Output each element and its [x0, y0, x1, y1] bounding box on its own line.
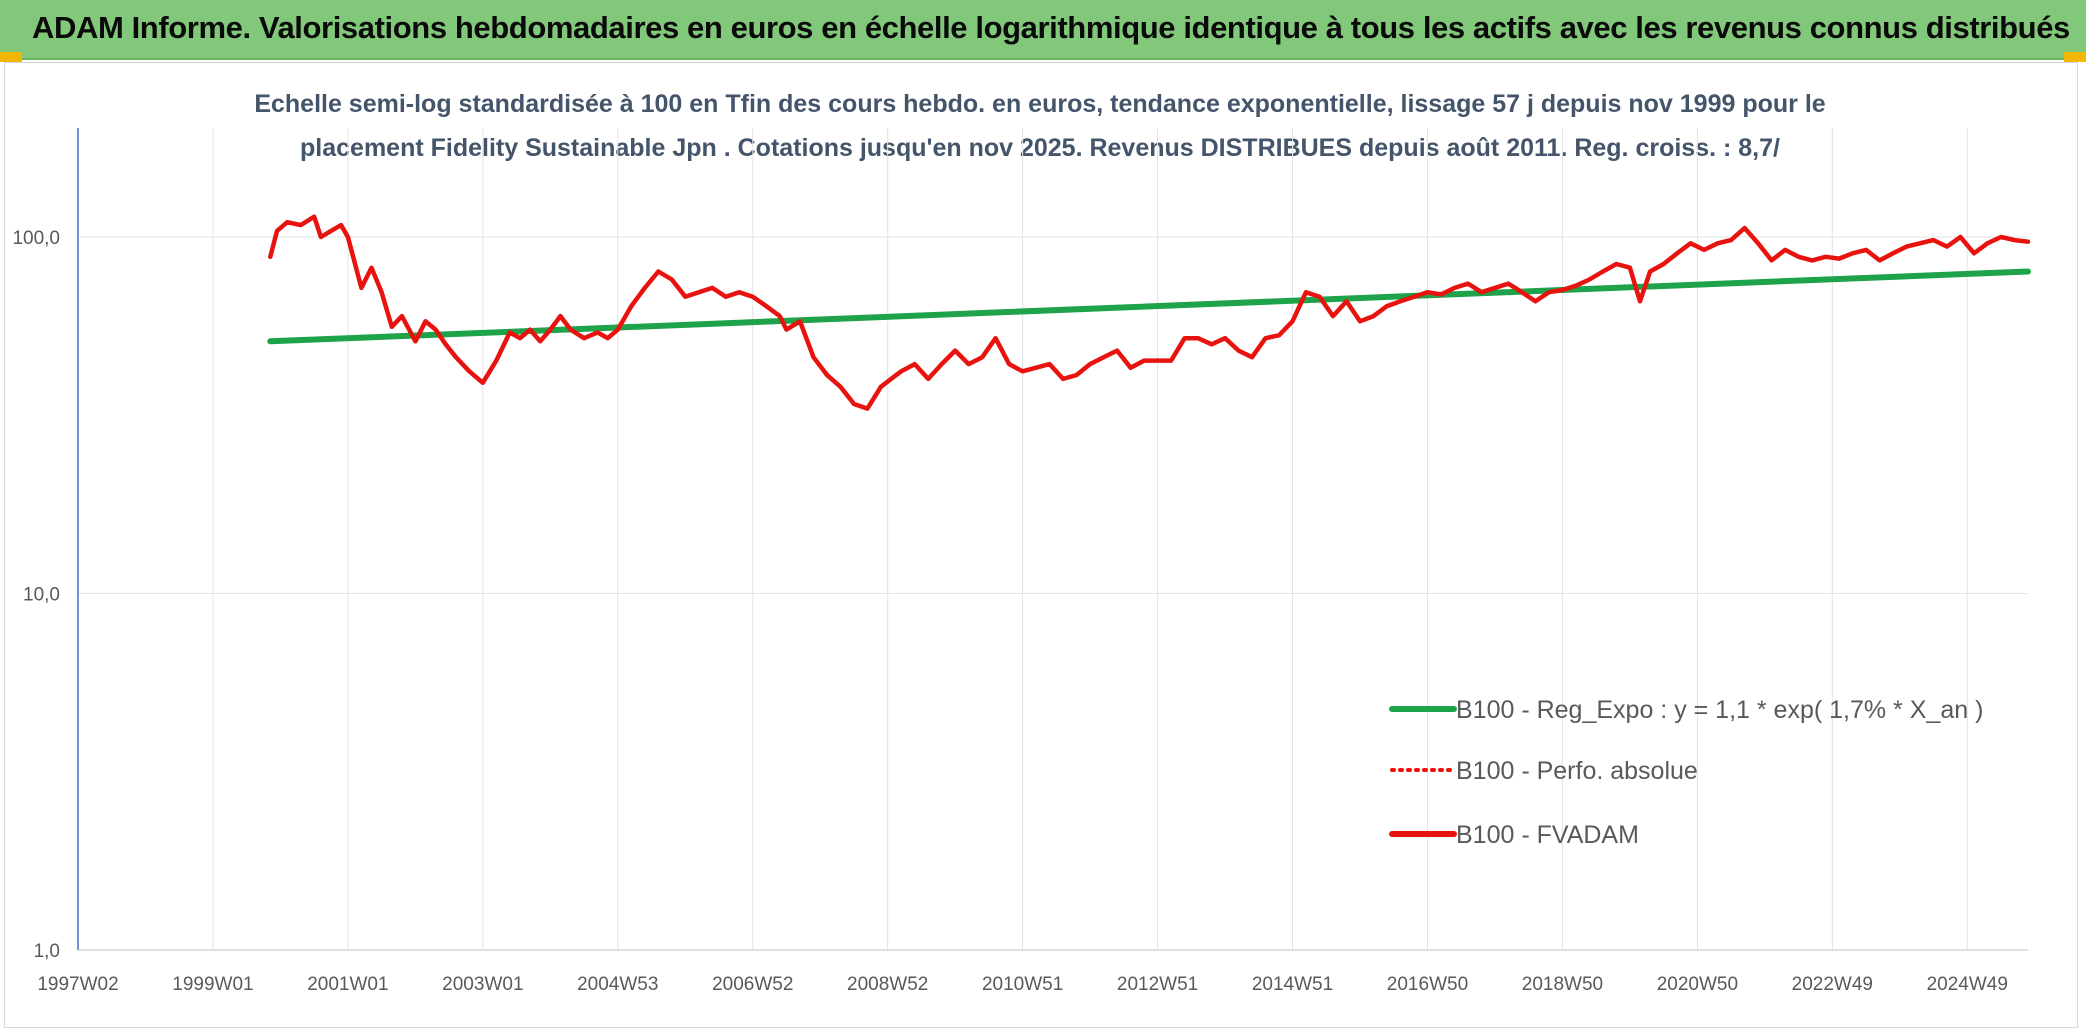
- legend-layer: B100 - Reg_Expo : y = 1,1 * exp( 1,7% * …: [1389, 696, 1983, 849]
- x-tick-label-4: 2004W53: [577, 974, 658, 995]
- x-tick-label-14: 2024W49: [1927, 974, 2008, 995]
- grid-layer: [77, 128, 2028, 951]
- x-tick-label-7: 2010W51: [982, 974, 1063, 995]
- x-tick-label-2: 2001W01: [307, 974, 388, 995]
- corner-accent-left: [0, 52, 22, 62]
- x-tick-label-1: 1999W01: [172, 974, 253, 995]
- x-tick-label-9: 2014W51: [1252, 974, 1333, 995]
- x-tick-label-8: 2012W51: [1117, 974, 1198, 995]
- corner-accent-right: [2064, 52, 2086, 62]
- x-tick-label-6: 2008W52: [847, 974, 928, 995]
- y-tick-label-2: 1,0: [34, 941, 60, 962]
- x-tick-label-11: 2018W50: [1522, 974, 1603, 995]
- series-line-1: [268, 214, 2031, 411]
- x-tick-label-0: 1997W02: [37, 974, 118, 995]
- legend-label-0: B100 - Reg_Expo : y = 1,1 * exp( 1,7% * …: [1456, 696, 1983, 724]
- chart-frame: [4, 62, 2078, 1028]
- x-tick-label-10: 2016W50: [1387, 974, 1468, 995]
- axis-layer: 100,0 10,0 1,0 1997W02 1999W01 2001W01 2003W01…: [12, 128, 2028, 995]
- x-tick-label-12: 2020W50: [1657, 974, 1738, 995]
- y-tick-label-0: 100,0: [12, 228, 60, 249]
- chart-title-line-1: Echelle semi-log standardisée à 100 en T…: [254, 90, 1826, 118]
- series-line-0: [267, 268, 2031, 345]
- chart-title-line-2: placement Fidelity Sustainable Jpn . Cot…: [300, 134, 1780, 162]
- legend-label-2: B100 - FVADAM: [1456, 821, 1639, 849]
- x-tick-label-5: 2006W52: [712, 974, 793, 995]
- x-tick-label-3: 2003W01: [442, 974, 523, 995]
- y-tick-label-1: 10,0: [23, 585, 60, 606]
- report-banner: ADAM Informe. Valorisations hebdomadaire…: [0, 0, 2086, 60]
- x-tick-label-13: 2022W49: [1792, 974, 1873, 995]
- report-title: ADAM Informe. Valorisations hebdomadaire…: [32, 10, 2070, 45]
- series-layer: [267, 214, 2031, 411]
- legend-label-1: B100 - Perfo. absolue: [1456, 757, 1698, 785]
